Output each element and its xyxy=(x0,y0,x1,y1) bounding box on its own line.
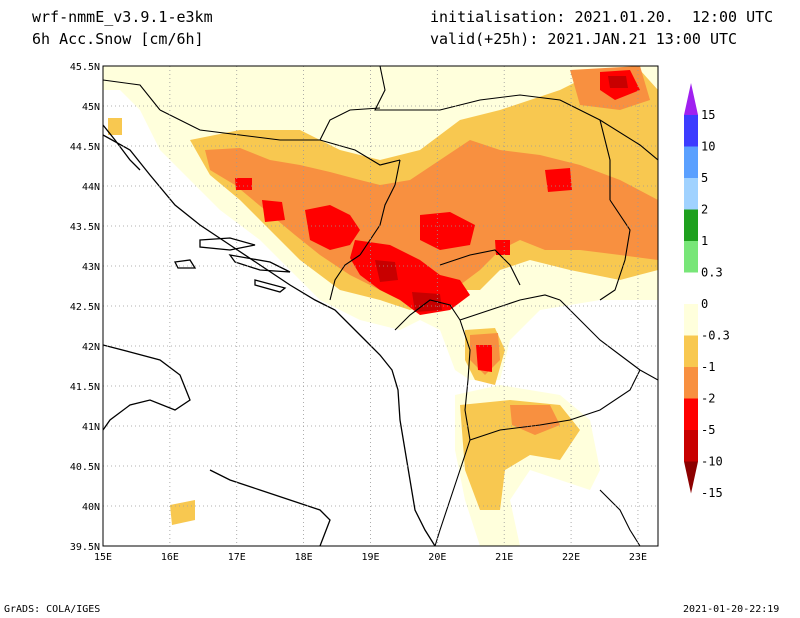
snow-area-darkred xyxy=(608,76,628,88)
colorbar-segment xyxy=(684,115,698,147)
valid-time: valid(+25h): 2021.JAN.21 13:00 UTC xyxy=(430,30,738,48)
colorbar-label: 5 xyxy=(701,171,708,185)
lat-tick-label: 40.5N xyxy=(70,462,100,473)
axis-labels: 15E 16E 17E 18E 19E 20E 21E 22E 23E 45.5N 45N 44.5N… xyxy=(70,62,647,563)
border-macedonia-bulgaria xyxy=(559,299,641,371)
lon-tick-label: 15E xyxy=(94,552,112,563)
colorbar-segment xyxy=(684,241,698,273)
lon-tick-label: 16E xyxy=(161,552,179,563)
lat-tick-label: 44.5N xyxy=(70,142,100,153)
border-slovenia xyxy=(103,79,161,111)
grads-credit: GrADS: COLA/IGES xyxy=(4,604,101,615)
snow-area-darkred xyxy=(375,260,398,282)
snow-area-yellow xyxy=(170,500,195,525)
colorbar-label: 2 xyxy=(701,203,708,217)
colorbar-bottom-arrow xyxy=(684,461,698,494)
island-2 xyxy=(228,254,291,273)
colorbar-segment xyxy=(684,367,698,399)
border-bosnia-north xyxy=(319,107,381,141)
lat-tick-label: 44N xyxy=(82,182,100,193)
lat-tick-label: 45.5N xyxy=(70,62,100,73)
island-1 xyxy=(199,237,256,251)
snow-area-red xyxy=(545,168,572,192)
border-montenegro-albania xyxy=(394,299,461,331)
lon-tick-label: 22E xyxy=(562,552,580,563)
lon-tick-label: 18E xyxy=(295,552,313,563)
lat-tick-label: 45N xyxy=(82,102,100,113)
colorbar-segment xyxy=(684,335,698,367)
colorbar-segment xyxy=(684,304,698,336)
lat-tick-label: 43N xyxy=(82,262,100,273)
colorbar-segment xyxy=(684,272,698,304)
border-bosnia-montenegro xyxy=(329,254,361,301)
border-albania-macedonia xyxy=(459,319,471,441)
colorbar-label: 0.3 xyxy=(701,266,723,280)
lat-tick-label: 41N xyxy=(82,422,100,433)
snow-area-red xyxy=(305,205,360,250)
island-4 xyxy=(254,279,287,293)
colorbar-label: -2 xyxy=(701,392,715,406)
border-kosovo-macedonia xyxy=(459,294,561,321)
map-frame xyxy=(102,65,659,547)
border-serbia-bulgaria xyxy=(599,199,631,301)
colorbar-segment xyxy=(684,430,698,462)
border-bosnia-serbia xyxy=(359,159,401,256)
map-grid xyxy=(103,66,658,546)
snow-area-red xyxy=(476,345,492,372)
coastline-greece xyxy=(599,489,641,546)
init-time: initialisation: 2021.01.20. 12:00 UTC xyxy=(430,8,774,26)
lon-tick-label: 19E xyxy=(361,552,379,563)
lat-tick-label: 42.5N xyxy=(70,302,100,313)
colorbar-label: -5 xyxy=(701,423,715,437)
colorbar-label: -15 xyxy=(701,486,723,500)
colorbar-segment xyxy=(684,398,698,430)
model-title: wrf-nmmE_v3.9.1-e3km xyxy=(32,8,213,26)
colorbar-label: 15 xyxy=(701,108,715,122)
border-albania-greece xyxy=(434,439,471,546)
colorbar-label: -0.3 xyxy=(701,329,730,343)
lon-tick-label: 23E xyxy=(629,552,647,563)
border-croatia-bosnia xyxy=(159,109,401,166)
coastlines xyxy=(103,124,436,546)
lon-tick-label: 21E xyxy=(495,552,513,563)
border-romania-bulgaria xyxy=(599,119,611,200)
lat-tick-label: 40N xyxy=(82,502,100,513)
lat-tick-label: 42N xyxy=(82,342,100,353)
borders xyxy=(103,66,658,546)
colorbar-label: -1 xyxy=(701,360,715,374)
border-bulgaria-greece xyxy=(639,369,658,381)
lat-tick-label: 39.5N xyxy=(70,542,100,553)
colorbar-segment xyxy=(684,146,698,178)
snow-area-red xyxy=(495,240,510,255)
snow-area-red xyxy=(235,178,252,190)
colorbar-label: 10 xyxy=(701,140,715,154)
border-macedonia-greece xyxy=(469,369,641,441)
coastline-istria xyxy=(103,124,141,171)
border-hungary xyxy=(374,66,400,111)
colorbar-top-arrow xyxy=(684,83,698,115)
colorbar-label: -10 xyxy=(701,455,723,469)
lon-tick-label: 17E xyxy=(228,552,246,563)
lat-tick-label: 43.5N xyxy=(70,222,100,233)
colorbar-segment xyxy=(684,178,698,210)
colorbar-segment xyxy=(684,209,698,241)
coastline-adriatic-east xyxy=(103,134,436,546)
lon-tick-label: 20E xyxy=(428,552,446,563)
coastline-italy xyxy=(103,344,191,431)
snow-area-red xyxy=(262,200,285,222)
colorbar-label: 1 xyxy=(701,234,708,248)
coastline-italy-heel xyxy=(209,469,331,546)
border-serbia-romania xyxy=(400,94,658,161)
snow-area-yellow xyxy=(108,118,122,135)
lat-tick-label: 41.5N xyxy=(70,382,100,393)
border-serbia-kosovo xyxy=(439,249,521,286)
colorbar: 15 10 5 2 1 0.3 0 -0.3 -1 -2 -5 -10 -15 xyxy=(684,83,730,500)
snow-field xyxy=(103,66,658,546)
render-timestamp: 2021-01-20-22:19 xyxy=(683,604,780,615)
island-3 xyxy=(174,259,197,269)
snow-area-red xyxy=(420,212,475,250)
colorbar-label: 0 xyxy=(701,297,708,311)
field-title: 6h Acc.Snow [cm/6h] xyxy=(32,30,204,48)
